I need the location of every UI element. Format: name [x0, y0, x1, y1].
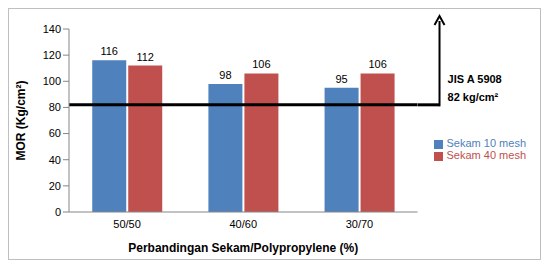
svg-text:106: 106: [368, 58, 386, 70]
svg-text:Perbandingan Sekam/Polypropyle: Perbandingan Sekam/Polypropylene (%): [128, 241, 358, 255]
svg-text:20: 20: [49, 180, 61, 192]
svg-text:112: 112: [136, 51, 154, 63]
html-text:Sekam 10 mesh: Sekam 10 mesh: [446, 137, 526, 149]
svg-text:30/70: 30/70: [346, 218, 374, 230]
svg-text:100: 100: [43, 75, 61, 87]
svg-text:50/50: 50/50: [113, 218, 141, 230]
svg-text:0: 0: [55, 206, 61, 218]
svg-text:116: 116: [100, 45, 118, 57]
svg-text:60: 60: [49, 127, 61, 139]
svg-text:95: 95: [335, 73, 347, 85]
svg-text:JIS A 5908: JIS A 5908: [448, 73, 502, 85]
svg-text:82 kg/cm²: 82 kg/cm²: [448, 91, 499, 103]
svg-text:98: 98: [219, 69, 231, 81]
svg-text:40: 40: [49, 154, 61, 166]
svg-text:106: 106: [252, 58, 270, 70]
html-text:Sekam 40 mesh: Sekam 40 mesh: [446, 149, 526, 161]
svg-text:80: 80: [49, 101, 61, 113]
svg-text:140: 140: [43, 23, 61, 35]
svg-text:MOR (Kg/cm²): MOR (Kg/cm²): [14, 81, 28, 161]
svg-text:40/60: 40/60: [229, 218, 257, 230]
svg-text:120: 120: [43, 49, 61, 61]
